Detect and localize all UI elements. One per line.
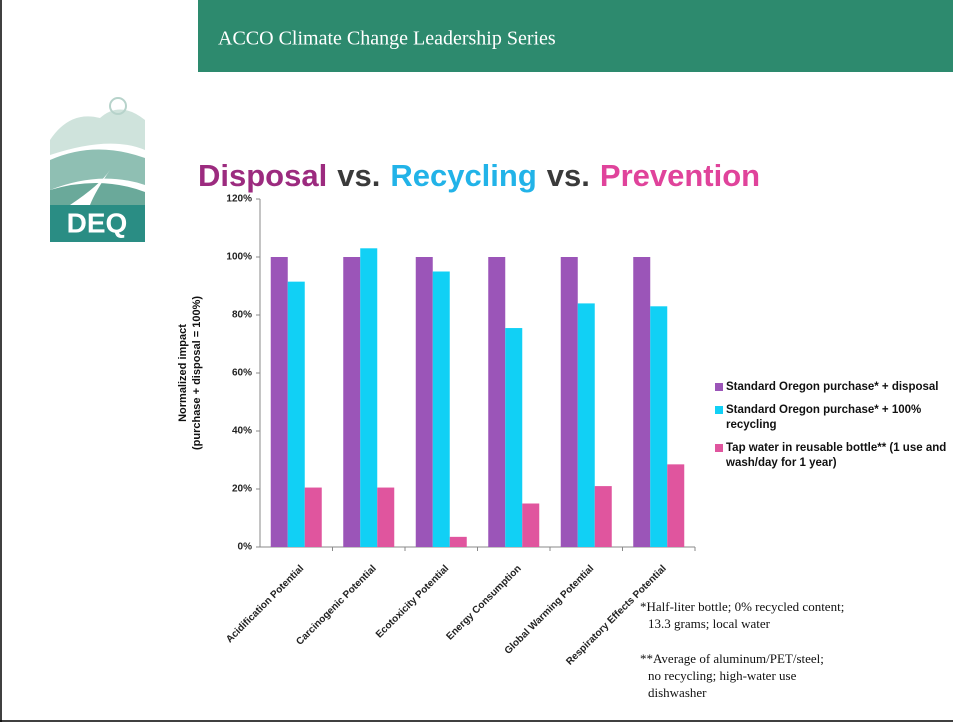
bar <box>505 328 523 547</box>
footnote-line: no recycling; high-water use <box>648 668 797 683</box>
bar <box>343 257 361 547</box>
title-part: vs. <box>337 158 380 193</box>
y-tick-label: 60% <box>232 368 252 379</box>
legend-item: Standard Oregon purchase* + disposal <box>715 380 953 395</box>
bar <box>377 487 395 547</box>
legend: Standard Oregon purchase* + disposal Stan… <box>715 380 953 479</box>
bar <box>304 487 322 547</box>
bar <box>594 486 612 547</box>
x-tick-label: Acidification Potential <box>224 563 306 645</box>
legend-label: Standard Oregon purchase* + 100% recycli… <box>726 404 922 431</box>
title-part: Disposal <box>198 158 327 193</box>
logo-text: DEQ <box>67 207 128 238</box>
header-title: ACCO Climate Change Leadership Series <box>218 28 556 50</box>
x-tick-label: Carcinogenic Potential <box>294 563 379 648</box>
bar <box>560 257 578 547</box>
bar <box>449 536 467 547</box>
legend-swatch <box>715 383 723 391</box>
bar <box>633 257 651 547</box>
x-tick-label: Energy Consumption <box>444 563 523 642</box>
footnote-line: 13.3 grams; local water <box>648 616 771 631</box>
y-tick-label: 120% <box>226 194 252 205</box>
y-tick-label: 20% <box>232 484 252 495</box>
bar <box>432 271 450 547</box>
legend-swatch <box>715 444 723 452</box>
bar <box>577 303 595 547</box>
legend-label: Standard Oregon purchase* + disposal <box>726 381 939 393</box>
y-axis-label-line: Normalized impact <box>177 324 189 422</box>
bar <box>415 257 433 547</box>
legend-swatch <box>715 406 723 414</box>
bar <box>667 464 685 547</box>
footnote: *Half-liter bottle; 0% recycled content;… <box>640 598 844 632</box>
logo: DEQ <box>50 97 145 242</box>
footnote-line: dishwasher <box>648 685 707 700</box>
bar <box>270 257 288 547</box>
slide-title: Disposal vs. Recycling vs. Prevention <box>198 158 760 193</box>
legend-label: Tap water in reusable bottle** (1 use an… <box>726 442 947 469</box>
bar <box>650 306 668 547</box>
y-tick-label: 40% <box>232 426 252 437</box>
bar <box>287 281 305 547</box>
x-tick-label: Ecotoxicity Potential <box>374 563 451 640</box>
legend-item: Tap water in reusable bottle** (1 use an… <box>715 441 953 471</box>
y-axis-label: Normalized impact (purchase + disposal = … <box>177 296 203 450</box>
title-part: Recycling <box>390 158 536 193</box>
y-tick-label: 0% <box>238 542 253 553</box>
bar <box>522 503 540 547</box>
footnote: **Average of aluminum/PET/steel; no recyc… <box>640 650 824 701</box>
legend-item: Standard Oregon purchase* + 100% recycli… <box>715 403 953 433</box>
y-tick-label: 100% <box>226 252 252 263</box>
footnote-line: **Average of aluminum/PET/steel; <box>640 651 824 666</box>
header-bar <box>198 0 953 72</box>
bar <box>360 248 378 548</box>
footnote-line: *Half-liter bottle; 0% recycled content; <box>640 599 845 614</box>
bar <box>488 257 506 547</box>
title-part: vs. <box>547 158 590 193</box>
y-tick-label: 80% <box>232 310 252 321</box>
y-axis-label-line: (purchase + disposal = 100%) <box>191 296 203 450</box>
title-part: Prevention <box>600 158 760 193</box>
